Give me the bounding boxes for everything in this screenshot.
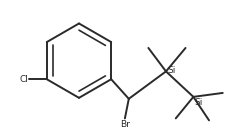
- Text: Cl: Cl: [19, 75, 28, 84]
- Text: Si: Si: [167, 66, 175, 75]
- Text: Si: Si: [194, 98, 203, 107]
- Text: Br: Br: [120, 120, 130, 129]
